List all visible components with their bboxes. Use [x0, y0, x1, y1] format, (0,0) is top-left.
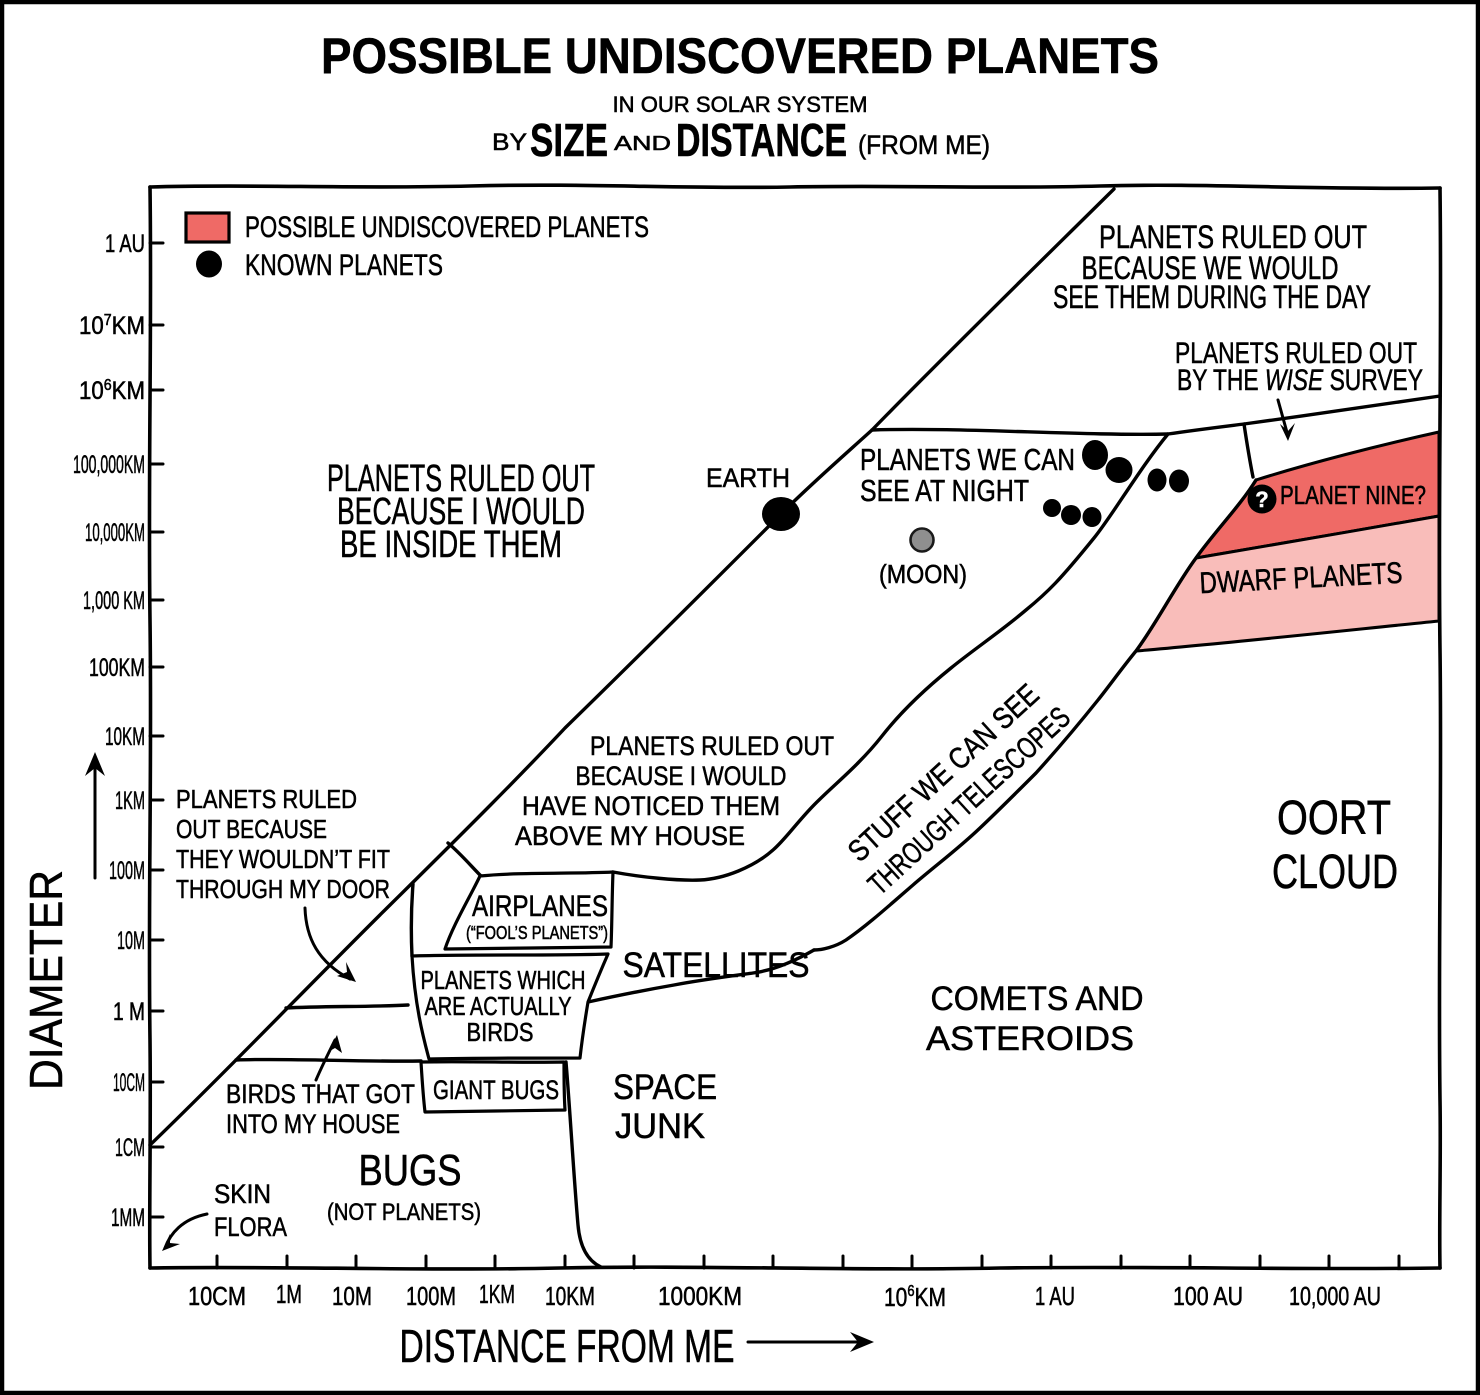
svg-text:106KM: 106KM	[79, 377, 145, 405]
svg-text:DISTANCE FROM ME: DISTANCE FROM ME	[400, 1320, 735, 1372]
svg-text:100KM: 100KM	[89, 654, 145, 682]
svg-text:1000KM: 1000KM	[658, 1281, 742, 1311]
svg-text:ARE ACTUALLY: ARE ACTUALLY	[425, 991, 572, 1021]
svg-text:107KM: 107KM	[79, 312, 145, 340]
svg-text:1KM: 1KM	[479, 1279, 515, 1309]
svg-text:PLANETS RULED: PLANETS RULED	[176, 784, 357, 814]
svg-text:BIRDS: BIRDS	[467, 1017, 534, 1047]
svg-text:100M: 100M	[109, 857, 145, 885]
svg-text:100,000KM: 100,000KM	[73, 451, 145, 479]
svg-text:FLORA: FLORA	[214, 1212, 287, 1242]
svg-text:ASTEROIDS: ASTEROIDS	[926, 1020, 1134, 1058]
svg-text:BUGS: BUGS	[359, 1146, 462, 1195]
svg-text:1KM: 1KM	[115, 787, 145, 815]
svg-text:HAVE NOTICED THEM: HAVE NOTICED THEM	[522, 791, 780, 821]
svg-text:SKIN: SKIN	[214, 1179, 271, 1209]
svg-text:OORT: OORT	[1277, 792, 1391, 845]
svg-text:BECAUSE WE WOULD: BECAUSE WE WOULD	[1082, 250, 1339, 286]
svg-text:IN OUR SOLAR SYSTEM: IN OUR SOLAR SYSTEM	[613, 92, 868, 117]
svg-text:CLOUD: CLOUD	[1272, 846, 1398, 899]
svg-text:DISTANCE: DISTANCE	[676, 114, 847, 166]
svg-text:1 M: 1 M	[113, 998, 145, 1026]
svg-text:PLANET NINE?: PLANET NINE?	[1280, 480, 1426, 510]
svg-text:1M: 1M	[276, 1279, 302, 1309]
svg-text:?: ?	[1255, 487, 1268, 512]
svg-text:EARTH: EARTH	[706, 463, 790, 493]
svg-text:PLANETS WE CAN: PLANETS WE CAN	[860, 442, 1075, 477]
svg-text:(“FOOL’S PLANETS”): (“FOOL’S PLANETS”)	[466, 923, 608, 943]
svg-text:ABOVE MY HOUSE: ABOVE MY HOUSE	[515, 821, 745, 851]
svg-text:SATELLITES: SATELLITES	[623, 946, 810, 985]
svg-text:SIZE: SIZE	[530, 114, 608, 166]
svg-text:1CM: 1CM	[115, 1134, 145, 1162]
svg-text:1MM: 1MM	[111, 1204, 145, 1232]
svg-text:BIRDS THAT GOT: BIRDS THAT GOT	[226, 1079, 415, 1109]
svg-text:10CM: 10CM	[188, 1281, 246, 1311]
svg-text:10M: 10M	[117, 927, 145, 955]
svg-text:BY: BY	[492, 129, 527, 156]
svg-text:AND: AND	[614, 133, 671, 155]
svg-text:1 AU: 1 AU	[105, 230, 145, 258]
svg-text:10,000 AU: 10,000 AU	[1289, 1281, 1381, 1311]
svg-text:JUNK: JUNK	[615, 1107, 705, 1146]
svg-text:1 AU: 1 AU	[1035, 1281, 1075, 1311]
svg-text:BECAUSE I WOULD: BECAUSE I WOULD	[337, 491, 585, 533]
svg-text:PLANETS RULED OUT: PLANETS RULED OUT	[327, 458, 595, 500]
svg-text:BECAUSE I WOULD: BECAUSE I WOULD	[576, 761, 787, 791]
svg-text:INTO MY HOUSE: INTO MY HOUSE	[226, 1109, 400, 1139]
svg-text:DIAMETER: DIAMETER	[20, 870, 72, 1090]
svg-text:THEY WOULDN’T FIT: THEY WOULDN’T FIT	[176, 844, 390, 874]
svg-text:KNOWN PLANETS: KNOWN PLANETS	[245, 249, 443, 282]
svg-text:106KM: 106KM	[884, 1282, 946, 1312]
svg-text:10KM: 10KM	[105, 723, 145, 751]
svg-text:(MOON): (MOON)	[879, 559, 967, 589]
svg-text:PLANETS WHICH: PLANETS WHICH	[421, 965, 586, 995]
svg-text:100M: 100M	[406, 1281, 456, 1311]
svg-text:1,000 KM: 1,000 KM	[83, 587, 145, 615]
svg-text:10CM: 10CM	[113, 1069, 145, 1097]
svg-text:10KM: 10KM	[545, 1281, 595, 1311]
svg-text:10M: 10M	[332, 1281, 372, 1311]
svg-text:PLANETS RULED OUT: PLANETS RULED OUT	[590, 731, 834, 761]
svg-text:POSSIBLE UNDISCOVERED PLANETS: POSSIBLE UNDISCOVERED PLANETS	[321, 28, 1159, 84]
svg-text:10,000KM: 10,000KM	[85, 519, 145, 547]
svg-text:(FROM ME): (FROM ME)	[858, 130, 990, 160]
svg-text:AIRPLANES: AIRPLANES	[472, 890, 608, 923]
svg-text:(NOT PLANETS): (NOT PLANETS)	[327, 1199, 481, 1226]
svg-text:PLANETS RULED OUT: PLANETS RULED OUT	[1099, 219, 1367, 255]
svg-text:COMETS AND: COMETS AND	[931, 980, 1144, 1018]
svg-text:SEE THEM DURING THE DAY: SEE THEM DURING THE DAY	[1053, 279, 1371, 315]
svg-text:GIANT BUGS: GIANT BUGS	[433, 1075, 559, 1105]
svg-text:POSSIBLE UNDISCOVERED PLANETS: POSSIBLE UNDISCOVERED PLANETS	[245, 211, 649, 244]
svg-text:BE INSIDE THEM: BE INSIDE THEM	[340, 524, 562, 566]
svg-text:100 AU: 100 AU	[1173, 1281, 1243, 1311]
svg-text:THROUGH MY DOOR: THROUGH MY DOOR	[176, 874, 390, 904]
svg-text:OUT BECAUSE: OUT BECAUSE	[176, 814, 327, 844]
svg-text:SPACE: SPACE	[613, 1068, 717, 1107]
svg-text:BY THE WISE SURVEY: BY THE WISE SURVEY	[1177, 364, 1423, 397]
svg-text:PLANETS RULED OUT: PLANETS RULED OUT	[1175, 337, 1417, 370]
svg-text:SEE AT NIGHT: SEE AT NIGHT	[860, 473, 1029, 508]
